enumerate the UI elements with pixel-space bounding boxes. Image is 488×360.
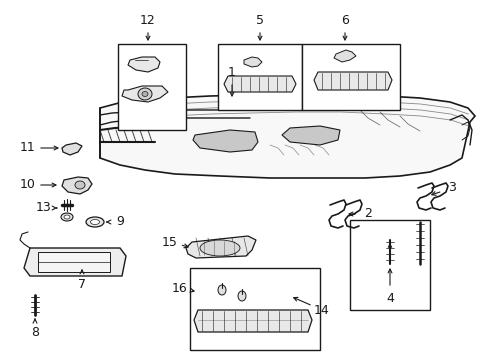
Text: 15: 15	[162, 235, 178, 248]
Text: 5: 5	[256, 13, 264, 27]
Polygon shape	[194, 310, 311, 332]
Text: 12: 12	[140, 13, 156, 27]
Text: 6: 6	[340, 13, 348, 27]
Polygon shape	[333, 50, 355, 62]
Bar	[190, 268, 319, 350]
Polygon shape	[313, 72, 391, 90]
Text: 3: 3	[447, 181, 455, 194]
Ellipse shape	[61, 213, 73, 221]
Text: 1: 1	[227, 66, 235, 78]
Text: 16: 16	[172, 282, 187, 294]
Ellipse shape	[142, 91, 148, 96]
Ellipse shape	[218, 285, 225, 295]
Polygon shape	[122, 86, 168, 102]
Bar	[349, 220, 429, 310]
Ellipse shape	[90, 220, 99, 225]
Text: 10: 10	[20, 179, 36, 192]
Ellipse shape	[238, 291, 245, 301]
Polygon shape	[24, 248, 126, 276]
Ellipse shape	[200, 240, 240, 256]
Text: 7: 7	[78, 278, 86, 291]
Polygon shape	[100, 94, 474, 178]
Polygon shape	[62, 143, 82, 155]
Polygon shape	[224, 76, 295, 92]
Text: 9: 9	[116, 216, 123, 229]
Ellipse shape	[86, 217, 104, 227]
Polygon shape	[62, 177, 92, 194]
Text: 14: 14	[313, 303, 329, 316]
Text: 2: 2	[364, 207, 371, 220]
Polygon shape	[128, 57, 160, 72]
Bar	[38, 252, 110, 272]
Ellipse shape	[138, 88, 152, 100]
Ellipse shape	[64, 215, 70, 219]
Text: 4: 4	[385, 292, 393, 305]
Polygon shape	[244, 57, 262, 67]
Bar	[302, 44, 399, 110]
Text: 11: 11	[20, 141, 36, 154]
Text: 8: 8	[31, 325, 39, 338]
Bar	[118, 44, 185, 130]
Ellipse shape	[75, 181, 85, 189]
Text: 13: 13	[36, 202, 52, 215]
Polygon shape	[282, 126, 339, 145]
Bar	[218, 44, 302, 110]
Polygon shape	[193, 130, 258, 152]
Polygon shape	[185, 236, 256, 258]
